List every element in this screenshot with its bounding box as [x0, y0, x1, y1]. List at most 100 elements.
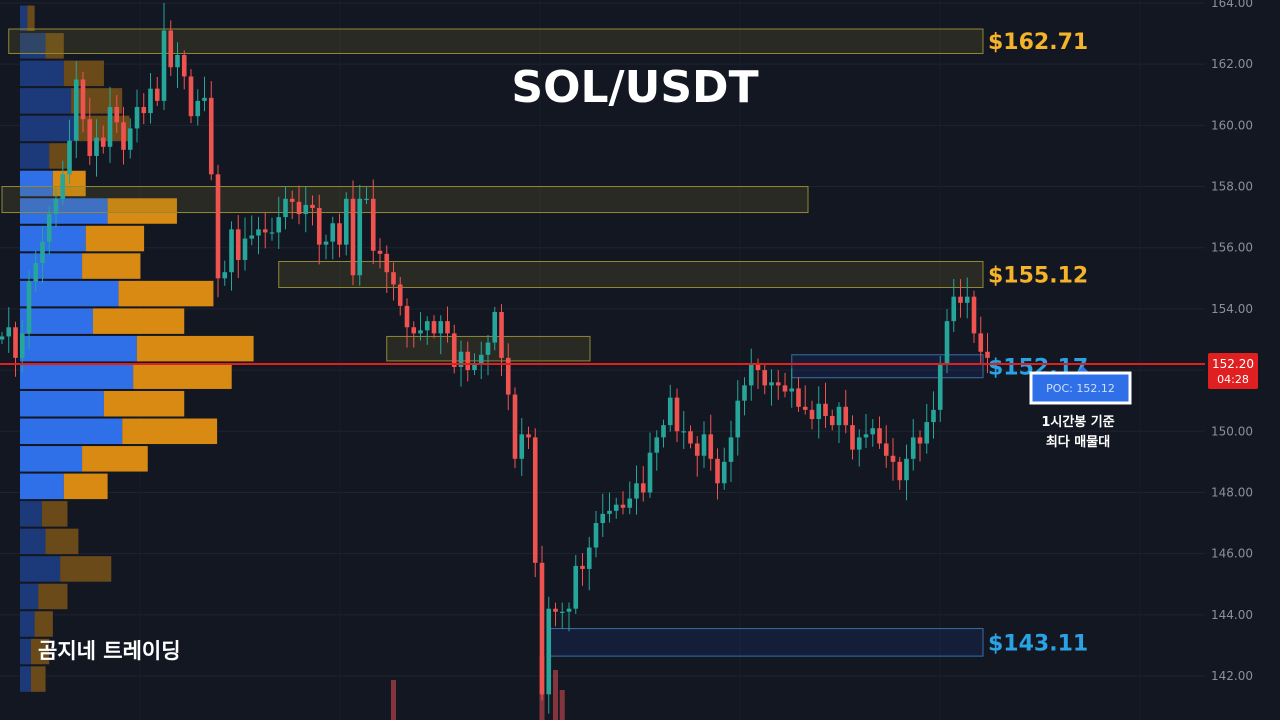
candle-body [26, 281, 32, 334]
candle-body [937, 363, 943, 410]
candle-body [168, 30, 174, 68]
candle-body [391, 272, 396, 285]
y-tick-label: 164.00 [1211, 0, 1253, 10]
candle-body [944, 321, 950, 364]
candle-body [343, 198, 349, 245]
current-price-value: 152.20 [1212, 357, 1254, 371]
profile-buy-bar [20, 556, 61, 582]
candle-body [465, 351, 471, 371]
candle-body [357, 198, 363, 276]
candle-body [6, 327, 12, 337]
candle-body [775, 382, 781, 386]
candle-body [694, 443, 700, 456]
candle-body [829, 415, 835, 426]
overlays: POC: 152.12 [0, 362, 1205, 405]
candle-body [580, 565, 585, 569]
candle-body [134, 107, 140, 129]
candle-body [411, 327, 417, 334]
candle-body [161, 30, 167, 101]
candle-body [667, 397, 673, 426]
candle-body [262, 229, 268, 233]
zone-143-box [548, 628, 984, 657]
candle-body [809, 409, 815, 420]
candle-body [843, 406, 849, 426]
poc-label: POC: 152.12 [1046, 382, 1115, 395]
candle-body [924, 422, 930, 444]
candle-body [53, 198, 59, 215]
profile-sell-bar [38, 583, 68, 610]
candle-body [418, 330, 423, 334]
candle-body [67, 140, 72, 175]
profile-sell-bar [71, 88, 123, 114]
candle-body [256, 229, 261, 236]
candle-body [94, 137, 99, 156]
profile-sell-bar [82, 253, 141, 279]
zone-143-label: $143.11 [988, 631, 1088, 656]
candle-body [195, 100, 201, 117]
profile-sell-bar [85, 225, 145, 252]
profile-buy-bar [20, 446, 83, 472]
y-tick-label: 142.00 [1211, 669, 1253, 683]
candle-body [296, 201, 302, 215]
profile-sell-bar [63, 473, 108, 500]
candle-body [73, 79, 79, 141]
profile-buy-bar [20, 390, 104, 417]
price-axis[interactable]: 164.00 162.00 160.00 158.00 156.00 154.00 152.… [1208, 0, 1258, 683]
profile-sell-bar [93, 308, 185, 334]
candle-body [573, 565, 579, 609]
profile-sell-bar [133, 363, 232, 389]
profile-buy-bar [20, 33, 46, 59]
candle-body [742, 385, 747, 401]
candle-body [674, 397, 680, 432]
candle-body [559, 611, 565, 613]
candle-body [708, 434, 714, 459]
candle-body [546, 608, 552, 695]
candle-body [478, 354, 484, 364]
profile-buy-bar [20, 528, 46, 555]
candle-body [499, 311, 504, 358]
candle-body [404, 305, 410, 328]
y-tick-label: 154.00 [1211, 302, 1253, 316]
candle-body [33, 263, 39, 282]
candle-body [229, 229, 234, 273]
y-tick-label: 160.00 [1211, 118, 1253, 132]
candle-body [647, 452, 653, 493]
zone-155-label: $155.12 [988, 263, 1088, 288]
profile-buy-bar [20, 638, 31, 665]
profile-sell-bar [41, 501, 68, 527]
candle-body [600, 513, 606, 524]
candle-body [688, 431, 693, 444]
profile-buy-bar [20, 363, 134, 389]
candle-body [512, 394, 518, 459]
candle-body [19, 333, 25, 358]
volume-bar [559, 690, 565, 720]
candle-body [613, 504, 619, 511]
candle-body [235, 229, 241, 260]
profile-sell-bar [45, 33, 64, 59]
poc-note-line2: 최다 매물대 [1046, 434, 1110, 450]
profile-buy-bar [20, 418, 123, 445]
candle-body [121, 122, 126, 150]
candle-body [330, 223, 336, 242]
candle-body [249, 235, 255, 239]
candlesticks [0, 3, 990, 714]
candle-body [654, 437, 660, 453]
candle-body [215, 174, 221, 279]
candle-body [721, 461, 727, 484]
candle-body [188, 76, 194, 117]
profile-buy-bar [20, 611, 35, 637]
poc-note-line1: 1시간봉 기준 [1041, 414, 1114, 430]
candle-body [971, 296, 977, 334]
volume-bars [391, 656, 565, 720]
candle-body [148, 88, 153, 114]
candle-body [303, 204, 309, 215]
candle-body [445, 321, 450, 334]
candle-body [438, 321, 444, 334]
candle-body [283, 198, 288, 218]
candle-body [904, 458, 909, 481]
candle-body [222, 272, 228, 279]
profile-buy-bar [20, 88, 72, 114]
candle-body [492, 311, 498, 343]
profile-buy-bar [20, 583, 39, 610]
